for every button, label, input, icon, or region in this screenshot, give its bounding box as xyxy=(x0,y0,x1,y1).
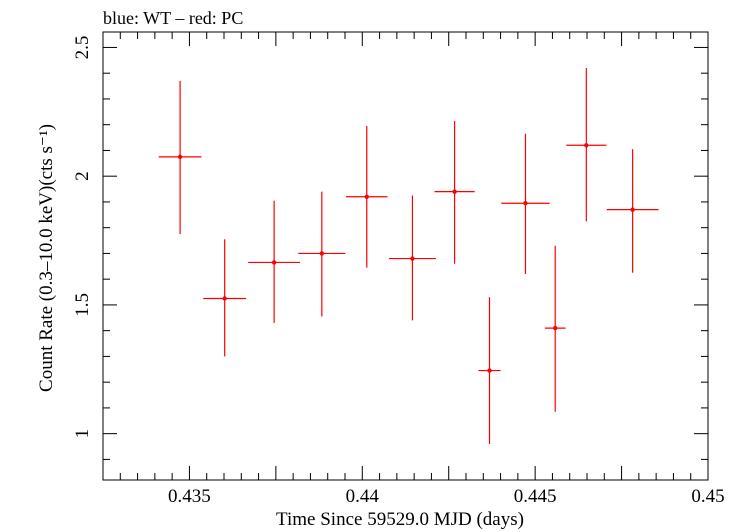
y-tick-label: 2.5 xyxy=(72,36,93,60)
data-point xyxy=(434,120,475,264)
data-point xyxy=(346,125,388,268)
point-marker xyxy=(552,325,558,331)
plot-frame xyxy=(102,31,709,481)
data-point xyxy=(501,133,550,275)
data-point xyxy=(158,80,202,235)
data-point xyxy=(248,200,301,323)
data-point xyxy=(606,149,659,273)
point-marker xyxy=(452,189,457,194)
point-marker xyxy=(584,143,589,148)
point-marker xyxy=(319,251,325,256)
y-tick-label: 1.5 xyxy=(72,293,93,317)
data-point xyxy=(478,297,501,444)
point-marker xyxy=(364,194,369,199)
data-points xyxy=(158,68,659,444)
point-marker xyxy=(271,260,277,265)
x-axis-label: Time Since 59529.0 MJD (days) xyxy=(276,509,524,530)
axis-ticks xyxy=(102,32,709,480)
y-tick-label: 2 xyxy=(72,171,93,181)
point-marker xyxy=(487,368,492,373)
data-point xyxy=(566,68,607,222)
x-tick-label: 0.435 xyxy=(168,486,211,507)
chart-title: blue: WT – red: PC xyxy=(103,8,243,28)
x-tick-label: 0.445 xyxy=(514,486,557,507)
data-point xyxy=(298,191,346,317)
tick-labels: 0.435 0.44 0.445 0.45 1 1.5 2 2.5 xyxy=(72,36,725,507)
point-marker xyxy=(222,296,227,301)
data-point xyxy=(203,239,247,357)
y-axis-label: Count Rate (0.3–10.0 keV)(cts s⁻¹) xyxy=(36,124,57,392)
x-tick-label: 0.44 xyxy=(346,486,380,507)
data-point xyxy=(388,195,436,321)
point-marker xyxy=(630,207,635,212)
point-marker xyxy=(410,256,415,261)
x-tick-label: 0.45 xyxy=(691,486,724,507)
data-point xyxy=(544,245,566,412)
y-tick-label: 1 xyxy=(72,429,93,439)
point-marker xyxy=(177,154,183,160)
point-marker xyxy=(523,201,528,206)
